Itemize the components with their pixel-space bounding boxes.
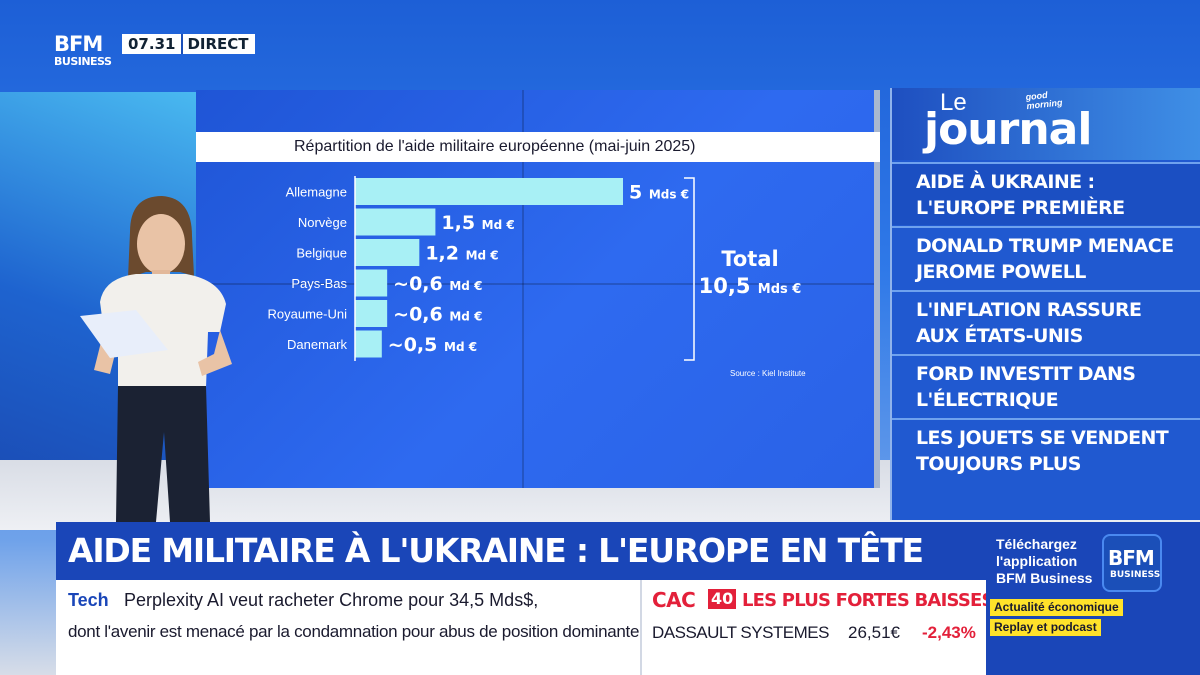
bar (355, 239, 420, 266)
category-label: Danemark (287, 337, 347, 352)
promo-logo-business: BUSINESS (1110, 570, 1161, 580)
market-panel: CAC 40 LES PLUS FORTES BAISSES DASSAULT … (640, 580, 994, 675)
value-label: ~0,6 Md € (393, 273, 482, 295)
screen-seam-vertical (522, 90, 524, 488)
bar (355, 208, 436, 236)
live-badge: DIRECT (181, 34, 255, 54)
journal-item[interactable]: L'INFLATION RASSURE AUX ÉTATS-UNIS (892, 290, 1200, 353)
presenter-figure (80, 196, 232, 522)
journal-item[interactable]: FORD INVESTIT DANS L'ÉLECTRIQUE (892, 354, 1200, 417)
total-value: 10,5 Mds € (699, 274, 802, 298)
screen-seam-horizontal (196, 283, 874, 285)
journal-item[interactable]: AIDE À UKRAINE : L'EUROPE PREMIÈRE (892, 162, 1200, 225)
category-label: Pays-Bas (291, 276, 347, 291)
clock-bar: 07.31 DIRECT (122, 34, 255, 54)
app-promo: Téléchargez l'application BFM Business B… (986, 522, 1200, 675)
promo-logo-bfm: BFM (1108, 546, 1155, 570)
ticker-category: Tech (68, 590, 109, 610)
total-label: Total (721, 247, 778, 271)
market-index-badge: 40 (708, 589, 737, 609)
value-label: ~0,5 Md € (388, 334, 477, 356)
promo-pill-news: Actualité économique (990, 599, 1123, 616)
value-label: 1,2 Md € (425, 243, 498, 265)
total-bracket (684, 177, 695, 361)
journal-item[interactable]: LES JOUETS SE VENDENT TOUJOURS PLUS (892, 418, 1200, 481)
market-title: LES PLUS FORTES BAISSES (742, 590, 994, 611)
chart-source: Source : Kiel Institute (730, 369, 806, 378)
category-label: Norvège (298, 215, 347, 230)
value-label: ~0,6 Md € (393, 304, 482, 326)
clock-time: 07.31 (122, 34, 182, 54)
ticker-line-2: dont l'avenir est menacé par la condamna… (68, 622, 644, 641)
journal-header: Le journal good morning (892, 88, 1200, 160)
promo-app-logo: BFM BUSINESS (1102, 534, 1162, 592)
category-label: Belgique (296, 246, 347, 261)
journal-title: journal (924, 104, 1092, 155)
stock-change: -2,43% (922, 623, 976, 642)
journal-le-text: Le (940, 89, 967, 116)
journal-panel: Le journal good morning AIDE À UKRAINE :… (890, 88, 1200, 520)
chart-screen: Répartition de l'aide militaire européen… (196, 90, 880, 488)
stock-name: DASSAULT SYSTEMES (652, 623, 829, 642)
bar (355, 178, 623, 205)
stock-price: 26,51€ (848, 623, 900, 642)
headline-text: AIDE MILITAIRE À L'UKRAINE : L'EUROPE EN… (68, 531, 924, 570)
journal-item[interactable]: DONALD TRUMP MENACE JEROME POWELL (892, 226, 1200, 289)
value-label: 1,5 Md € (441, 212, 514, 234)
value-label: 5 Mds € (629, 182, 689, 204)
headline-bar: AIDE MILITAIRE À L'UKRAINE : L'EUROPE EN… (56, 522, 986, 580)
promo-pill-replay: Replay et podcast (990, 619, 1101, 636)
category-label: Allemagne (286, 185, 347, 200)
bar (355, 300, 388, 327)
market-row: DASSAULT SYSTEMES 26,51€ -2,43% (652, 623, 982, 647)
bar (355, 269, 388, 297)
logo-bfm-text: BFM (54, 32, 103, 56)
logo-business-text: BUSINESS (54, 55, 112, 68)
ticker-line-1: Perplexity AI veut racheter Chrome pour … (124, 590, 539, 610)
market-index: CAC (652, 588, 696, 612)
category-label: Royaume-Uni (268, 307, 348, 322)
chart-title: Répartition de l'aide militaire européen… (196, 132, 880, 162)
news-ticker: Tech Perplexity AI veut racheter Chrome … (56, 580, 644, 675)
bar-chart: Allemagne 5 Mds € Norvège 1,5 Md € Belgique 1… (268, 176, 802, 361)
promo-text: Téléchargez l'application BFM Business (996, 536, 1093, 586)
bar (355, 330, 382, 358)
channel-logo: BFM BUSINESS (54, 33, 118, 73)
